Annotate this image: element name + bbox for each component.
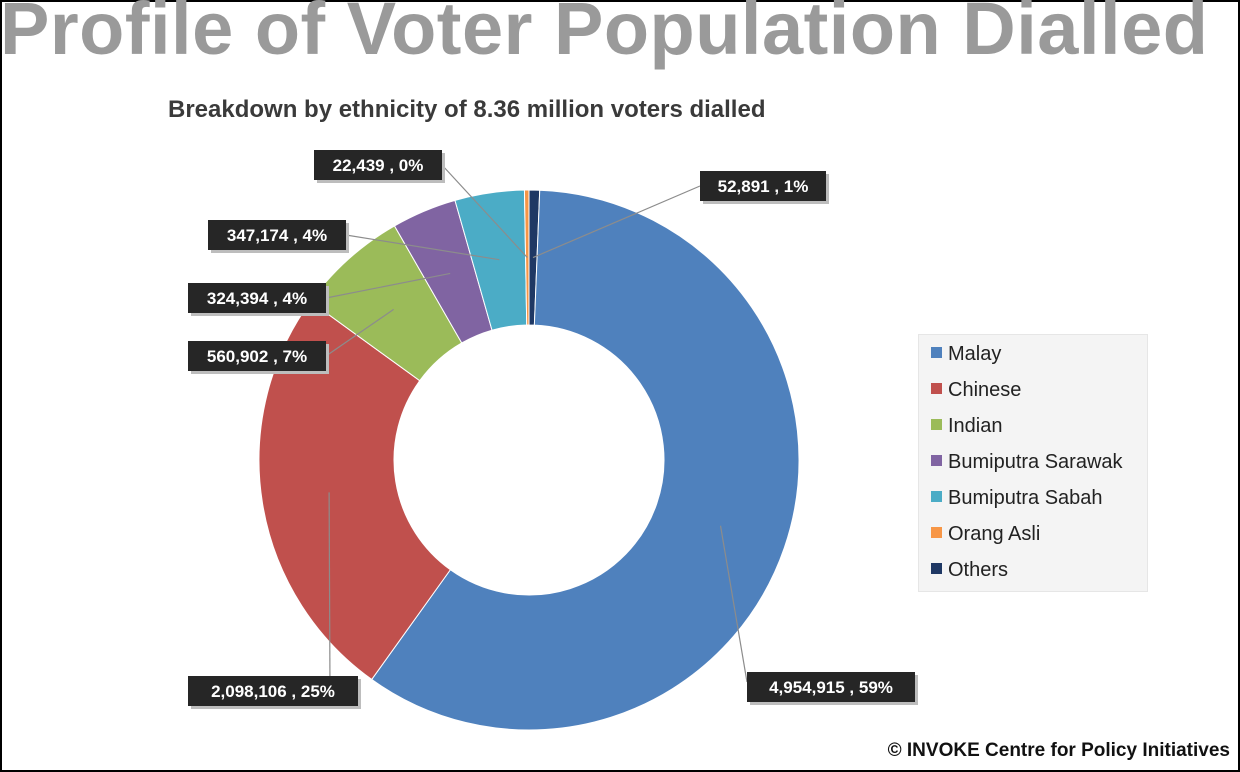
legend-item-bumiputra-sabah: Bumiputra Sabah bbox=[931, 485, 1103, 511]
leader-line-bumiputra-sabah bbox=[345, 234, 500, 261]
legend-item-others: Others bbox=[931, 557, 1008, 583]
data-label-bumiputra-sarawak: 324,394 , 4% bbox=[188, 283, 329, 316]
slide-headline: Profile of Voter Population Dialled bbox=[0, 0, 1209, 70]
data-label-text: 2,098,106 , 25% bbox=[211, 682, 335, 701]
data-label-others: 52,891 , 1% bbox=[700, 171, 829, 204]
leader-line-orang-asli bbox=[441, 164, 528, 258]
slice-malay bbox=[371, 189, 800, 731]
data-label-text: 347,174 , 4% bbox=[227, 226, 327, 245]
leader-line-chinese bbox=[328, 492, 331, 691]
legend-label-indian: Indian bbox=[948, 415, 1003, 437]
data-label-box bbox=[188, 341, 326, 371]
data-label-text: 4,954,915 , 59% bbox=[769, 678, 893, 697]
data-label-bumiputra-sabah: 347,174 , 4% bbox=[208, 220, 349, 253]
data-label-box bbox=[747, 672, 915, 702]
chart-legend: Malay Chinese Indian Bumiputra Sarawak B… bbox=[918, 334, 1148, 592]
legend-label-bumiputra-sarawak: Bumiputra Sarawak bbox=[948, 451, 1123, 473]
legend-item-chinese: Chinese bbox=[931, 377, 1021, 403]
legend-swatch-indian bbox=[931, 419, 942, 431]
legend-swatch-others bbox=[931, 563, 942, 575]
data-label-box bbox=[188, 676, 358, 706]
leader-line-indian bbox=[325, 308, 394, 357]
data-label-box bbox=[314, 150, 442, 180]
legend-label-malay: Malay bbox=[948, 343, 1002, 365]
legend-label-others: Others bbox=[948, 559, 1009, 581]
copyright-notice: © INVOKE Centre for Policy Initiatives bbox=[887, 740, 1230, 761]
legend-item-malay: Malay bbox=[931, 341, 1001, 367]
leader-line-bumiputra-sarawak bbox=[325, 272, 451, 299]
legend-swatch-chinese bbox=[931, 383, 942, 395]
data-label-text: 560,902 , 7% bbox=[207, 347, 307, 366]
data-label-box bbox=[208, 220, 346, 250]
data-label-chinese: 2,098,106 , 25% bbox=[188, 676, 361, 709]
data-label-box bbox=[700, 171, 826, 201]
legend-swatch-bumiputra-sabah bbox=[931, 491, 942, 503]
data-label-malay: 4,954,915 , 59% bbox=[747, 672, 918, 705]
data-label-indian: 560,902 , 7% bbox=[188, 341, 329, 374]
legend-item-orang-asli: Orang Asli bbox=[931, 521, 1040, 547]
leader-line-others bbox=[532, 185, 701, 259]
data-label-text: 22,439 , 0% bbox=[333, 156, 424, 175]
legend-label-orang-asli: Orang Asli bbox=[948, 523, 1041, 545]
legend-swatch-malay bbox=[931, 347, 942, 359]
data-label-box bbox=[188, 283, 326, 313]
legend-item-bumiputra-sarawak: Bumiputra Sarawak bbox=[931, 449, 1123, 475]
legend-swatch-orang-asli bbox=[931, 527, 942, 539]
data-label-text: 324,394 , 4% bbox=[207, 289, 307, 308]
legend-label-bumiputra-sabah: Bumiputra Sabah bbox=[948, 487, 1103, 509]
legend-swatch-bumiputra-sarawak bbox=[931, 455, 942, 467]
data-label-text: 52,891 , 1% bbox=[718, 177, 809, 196]
data-label-orang-asli: 22,439 , 0% bbox=[314, 150, 445, 183]
chart-title: Breakdown by ethnicity of 8.36 million v… bbox=[168, 96, 766, 123]
legend-item-indian: Indian bbox=[931, 413, 1003, 439]
slice-chinese bbox=[258, 300, 452, 681]
legend-label-chinese: Chinese bbox=[948, 379, 1022, 401]
leader-line-malay bbox=[719, 525, 748, 683]
